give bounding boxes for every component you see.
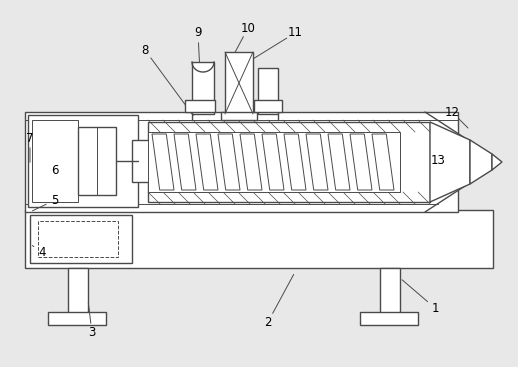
Text: 1: 1 <box>431 302 439 315</box>
Bar <box>225 52 253 114</box>
Polygon shape <box>284 134 306 190</box>
Polygon shape <box>174 134 196 190</box>
Text: 2: 2 <box>264 316 272 328</box>
Polygon shape <box>328 134 350 190</box>
Bar <box>25 112 458 212</box>
Polygon shape <box>152 134 174 190</box>
Bar <box>221 112 257 120</box>
Bar <box>148 132 400 192</box>
Text: 11: 11 <box>287 26 303 40</box>
Bar <box>185 100 215 112</box>
Text: 6: 6 <box>51 164 59 177</box>
Bar <box>25 210 493 268</box>
Text: 10: 10 <box>240 22 255 34</box>
Polygon shape <box>430 122 470 202</box>
Bar <box>32 120 78 202</box>
Text: 13: 13 <box>430 153 445 167</box>
Bar <box>254 100 282 112</box>
Bar <box>380 268 400 316</box>
Text: 8: 8 <box>141 44 149 57</box>
Bar <box>68 268 88 316</box>
Bar <box>38 221 118 257</box>
Polygon shape <box>218 134 240 190</box>
Polygon shape <box>196 134 218 190</box>
Polygon shape <box>492 154 502 170</box>
Polygon shape <box>306 134 328 190</box>
Polygon shape <box>372 134 394 190</box>
Bar <box>258 68 278 114</box>
Text: 7: 7 <box>26 131 34 145</box>
Text: 3: 3 <box>88 327 96 339</box>
Text: 9: 9 <box>194 26 202 40</box>
Bar <box>192 62 214 114</box>
Polygon shape <box>262 134 284 190</box>
Polygon shape <box>240 134 262 190</box>
Bar <box>132 140 150 182</box>
Bar <box>148 122 430 202</box>
Bar <box>360 312 418 325</box>
Polygon shape <box>350 134 372 190</box>
Bar <box>30 215 132 263</box>
Text: 4: 4 <box>38 246 46 258</box>
Bar <box>78 127 116 195</box>
Polygon shape <box>470 140 492 184</box>
Text: 12: 12 <box>444 105 459 119</box>
Bar <box>48 312 106 325</box>
Text: 5: 5 <box>51 193 59 207</box>
Bar <box>28 115 138 207</box>
